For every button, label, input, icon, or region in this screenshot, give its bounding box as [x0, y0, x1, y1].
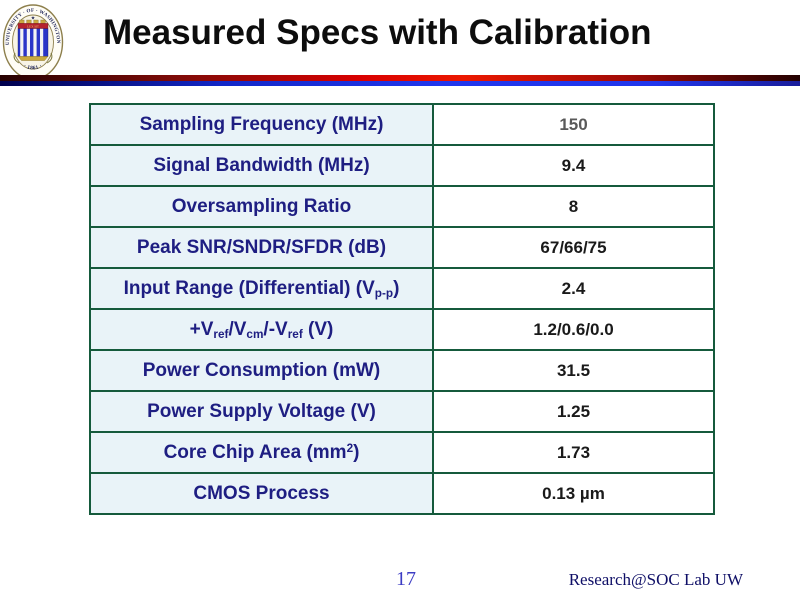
- spec-row: Power Consumption (mW) 31.5: [89, 349, 715, 392]
- spec-value: 1.73: [432, 431, 715, 474]
- credit-text: Research@SOC Lab UW: [568, 570, 743, 589]
- spec-label: Oversampling Ratio: [89, 185, 434, 228]
- seal-emblem: ★ LUX SIT: [13, 16, 53, 64]
- page-number: 17: [396, 568, 416, 590]
- spec-row: Signal Bandwidth (MHz) 9.4: [89, 144, 715, 187]
- spec-label: +Vref/Vcm/-Vref (V): [89, 308, 434, 351]
- spec-label: Core Chip Area (mm2): [89, 431, 434, 474]
- spec-table-body: Sampling Frequency (MHz) 150 Signal Bandwi…: [89, 103, 715, 515]
- spec-value: 2.4: [432, 267, 715, 310]
- spec-value: 8: [432, 185, 715, 228]
- slide-title: Measured Specs with Calibration: [103, 13, 652, 52]
- seal-ring-text-bottom: · 1861 ·: [22, 63, 43, 71]
- spec-label: CMOS Process: [89, 472, 434, 515]
- spec-label: Power Consumption (mW): [89, 349, 434, 392]
- spec-value: 150: [432, 103, 715, 146]
- spec-value: 9.4: [432, 144, 715, 187]
- spec-row: +Vref/Vcm/-Vref (V) 1.2/0.6/0.0: [89, 308, 715, 351]
- spec-row: Oversampling Ratio 8: [89, 185, 715, 228]
- svg-text:★: ★: [31, 16, 36, 22]
- spec-value: 0.13 µm: [432, 472, 715, 515]
- spec-row: Power Supply Voltage (V) 1.25: [89, 390, 715, 433]
- divider-blue-line: [0, 81, 800, 86]
- spec-label: Power Supply Voltage (V): [89, 390, 434, 433]
- spec-label: Input Range (Differential) (Vp-p): [89, 267, 434, 310]
- seal-band-text: LUX SIT: [27, 24, 39, 28]
- spec-value: 1.2/0.6/0.0: [432, 308, 715, 351]
- spec-value: 67/66/75: [432, 226, 715, 269]
- spec-row: Core Chip Area (mm2) 1.73: [89, 431, 715, 474]
- spec-label: Sampling Frequency (MHz): [89, 103, 434, 146]
- spec-label: Peak SNR/SNDR/SFDR (dB): [89, 226, 434, 269]
- spec-row: Peak SNR/SNDR/SFDR (dB) 67/66/75: [89, 226, 715, 269]
- svg-text:· 1861 ·: · 1861 ·: [22, 63, 43, 71]
- spec-row: Sampling Frequency (MHz) 150: [89, 103, 715, 146]
- spec-label: Signal Bandwidth (MHz): [89, 144, 434, 187]
- divider-red-line: [0, 75, 800, 81]
- spec-row: Input Range (Differential) (Vp-p) 2.4: [89, 267, 715, 310]
- specs-table: Sampling Frequency (MHz) 150 Signal Bandwi…: [89, 103, 715, 515]
- uw-seal-icon: UNIVERSITY · OF · WASHINGTON · 1861 · ★ …: [2, 4, 64, 80]
- spec-value: 1.25: [432, 390, 715, 433]
- spec-row: CMOS Process 0.13 µm: [89, 472, 715, 515]
- spec-value: 31.5: [432, 349, 715, 392]
